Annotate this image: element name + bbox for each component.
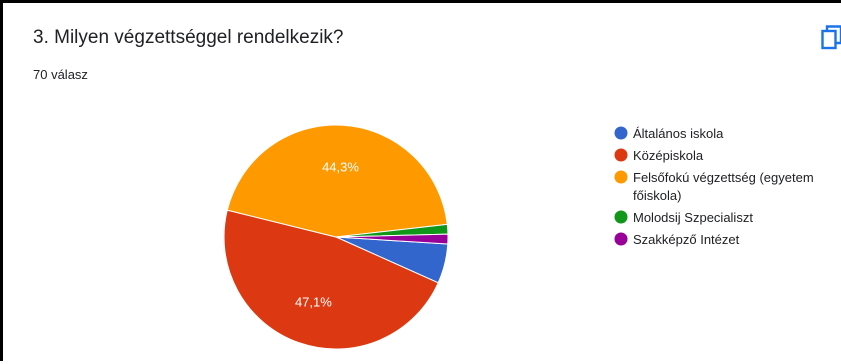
- legend-label-2-line-1: főiskola): [633, 188, 681, 203]
- legend-swatch-4: [614, 232, 628, 246]
- legend-label-3: Molodsij Szpecialiszt: [633, 210, 753, 225]
- response-count: 70 válasz: [33, 67, 88, 82]
- pie-chart: 47,1% 44,3% Általános iskola Középiskola Fel…: [223, 124, 814, 350]
- legend-swatch-2: [614, 170, 628, 184]
- legend-swatch-1: [614, 148, 628, 162]
- pie-slice-2: [226, 124, 448, 238]
- pie-slice-4: [335, 233, 449, 245]
- legend-label-1: Középiskola: [633, 148, 704, 163]
- question-title: 3. Milyen végzettséggel rendelkezik?: [33, 27, 344, 48]
- legend-swatch-3: [614, 210, 628, 224]
- legend-label-0: Általános iskola: [633, 126, 724, 141]
- pie-slice-1: [223, 209, 439, 350]
- slice-value-label-2: 44,3%: [322, 160, 359, 175]
- legend-label-4: Szakképző Intézet: [633, 232, 740, 247]
- slice-value-label-1: 47,1%: [295, 295, 332, 310]
- legend-label-2-line-0: Felsőfokú végzettség (egyetem: [633, 170, 814, 185]
- copy-icon[interactable]: [821, 25, 841, 51]
- legend-swatch-0: [614, 126, 628, 140]
